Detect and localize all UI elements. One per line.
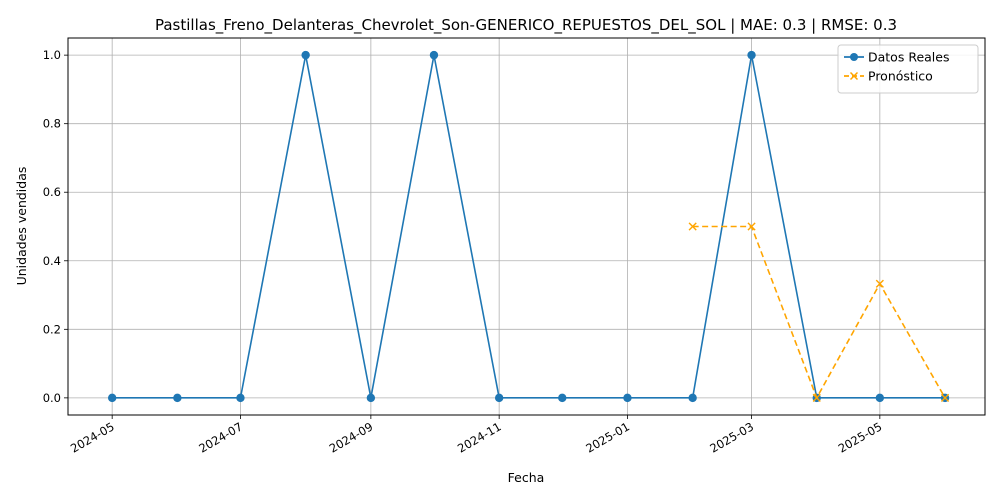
y-tick-label: 0.6 xyxy=(43,185,61,199)
series-line-pronostico xyxy=(692,225,946,399)
data-point-datos-reales xyxy=(366,393,376,403)
legend-label-pronostico: Pronóstico xyxy=(868,69,933,84)
data-point-pronostico xyxy=(875,279,884,288)
chart-title: Pastillas_Freno_Delanteras_Chevrolet_Son… xyxy=(155,16,897,35)
x-tick-label: 2024-05 xyxy=(68,419,117,455)
x-tick-label: 2024-09 xyxy=(327,419,376,455)
y-tick-label: 0.8 xyxy=(43,117,61,131)
data-point-datos-reales xyxy=(107,393,117,403)
data-point-datos-reales xyxy=(173,393,182,403)
x-tick-label: 2025-03 xyxy=(707,419,756,455)
y-tick-label: 0.0 xyxy=(43,391,61,405)
data-point-datos-reales xyxy=(236,393,245,403)
x-tick-label: 2024-11 xyxy=(455,419,504,455)
data-point-datos-reales xyxy=(429,50,439,60)
y-tick-label: 1.0 xyxy=(43,48,61,62)
data-point-datos-reales xyxy=(558,393,567,403)
legend-box xyxy=(837,44,979,94)
x-axis-title: Fecha xyxy=(508,470,545,485)
x-tick-label: 2025-05 xyxy=(836,419,885,455)
legend-marker-datos-reales xyxy=(850,53,858,61)
data-point-datos-reales xyxy=(688,393,697,403)
legend-label-datos-reales: Datos Reales xyxy=(868,50,949,65)
series-line-datos-reales xyxy=(112,54,946,399)
data-point-datos-reales xyxy=(301,50,310,60)
x-tick-label: 2025-01 xyxy=(583,419,632,455)
legend: Datos Reales Pronóstico xyxy=(837,44,979,94)
data-point-pronostico xyxy=(747,222,756,231)
y-tick-label: 0.4 xyxy=(43,254,61,268)
data-point-pronostico xyxy=(688,222,697,231)
data-point-datos-reales xyxy=(494,393,504,403)
data-point-datos-reales xyxy=(875,393,885,403)
y-tick-label: 0.2 xyxy=(43,322,61,336)
series-layer xyxy=(107,50,950,403)
plot-frame xyxy=(67,37,986,416)
data-point-datos-reales xyxy=(747,50,756,60)
y-axis-title: Unidades vendidas xyxy=(14,167,29,286)
data-point-pronostico xyxy=(940,393,950,402)
data-point-datos-reales xyxy=(623,393,632,403)
grid-layer xyxy=(68,38,985,415)
tick-layer: 2024-05 2024-07 2024-09 2024-11 2025-01 2025-… xyxy=(43,48,885,455)
legend-marker-pronostico xyxy=(849,71,859,81)
data-point-pronostico xyxy=(812,393,821,402)
x-tick-label: 2024-07 xyxy=(196,419,245,455)
